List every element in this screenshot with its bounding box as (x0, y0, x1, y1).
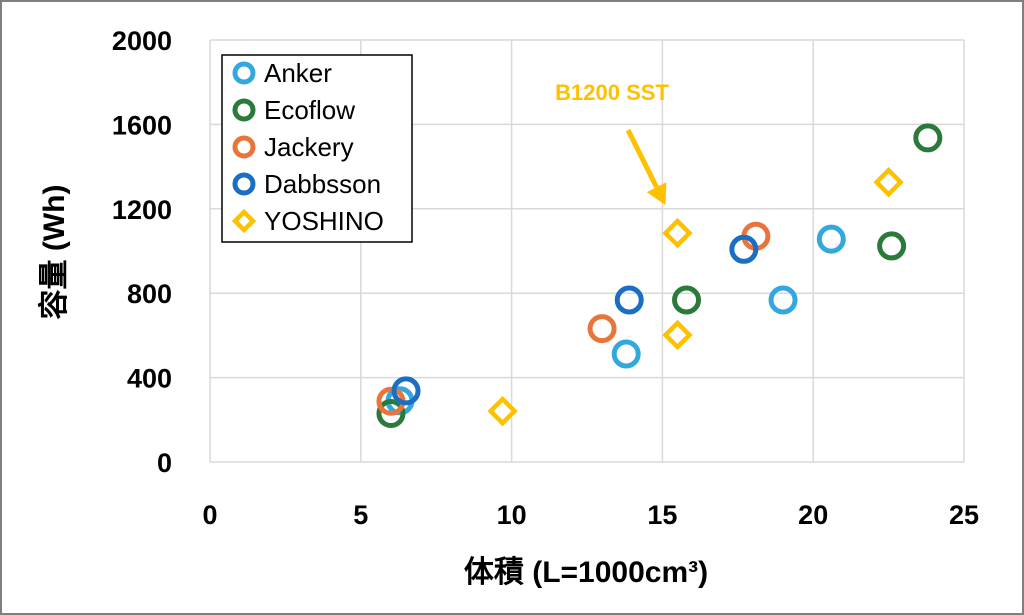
legend-label-yoshino: YOSHINO (264, 206, 384, 236)
legend-marker-dabbsson (232, 172, 256, 196)
y-tick-label: 2000 (112, 26, 172, 56)
x-tick-label: 5 (353, 500, 368, 530)
ecoflow-point (877, 231, 907, 261)
legend-marker-yoshino (231, 208, 257, 234)
x-tick-label: 10 (497, 500, 527, 530)
dabbsson-point (614, 285, 644, 315)
y-tick-label: 1600 (112, 110, 172, 140)
x-axis-title: 体積 (L=1000cm³) (464, 556, 708, 589)
legend-marker-anker (232, 61, 256, 85)
ecoflow-point (672, 285, 702, 315)
annotation-arrow-shaft (625, 128, 659, 189)
anker-point (816, 224, 846, 254)
y-tick-label: 800 (127, 279, 172, 309)
anker-point (768, 285, 798, 315)
annotation-label: B1200 SST (555, 80, 669, 105)
x-tick-label: 25 (949, 500, 979, 530)
legend: Anker Ecoflow Jackery Dabbsson YOSHINO (221, 54, 413, 243)
annotation: B1200 SST (555, 80, 669, 206)
yoshino-point (662, 319, 693, 351)
legend-label-anker: Anker (264, 58, 332, 88)
yoshino-point (487, 395, 518, 427)
anker-point (611, 339, 641, 369)
x-tick-label: 15 (647, 500, 677, 530)
data-points (376, 123, 943, 428)
x-tick-label: 0 (202, 500, 217, 530)
annotation-arrow-head (646, 182, 667, 206)
yoshino-point (662, 217, 693, 249)
jackery-point (587, 314, 617, 344)
legend-label-jackery: Jackery (264, 132, 354, 162)
legend-marker-jackery (232, 135, 256, 159)
legend-marker-ecoflow (232, 98, 256, 122)
y-tick-label: 400 (127, 364, 172, 394)
y-tick-label: 1200 (112, 195, 172, 225)
y-axis-title: 容量 (Wh) (38, 185, 71, 320)
ecoflow-point (913, 123, 943, 153)
legend-label-dabbsson: Dabbsson (264, 169, 381, 199)
y-tick-label: 0 (157, 448, 172, 478)
yoshino-point (873, 167, 904, 198)
x-tick-label: 20 (798, 500, 828, 530)
y-tick-labels: 0 400 800 1200 1600 2000 (112, 26, 172, 478)
ecoflow-point (376, 398, 406, 428)
legend-label-ecoflow: Ecoflow (264, 95, 355, 125)
dabbsson-point (391, 376, 421, 406)
x-tick-labels: 0 5 10 15 20 25 (202, 500, 979, 530)
dabbsson-point (729, 234, 759, 264)
